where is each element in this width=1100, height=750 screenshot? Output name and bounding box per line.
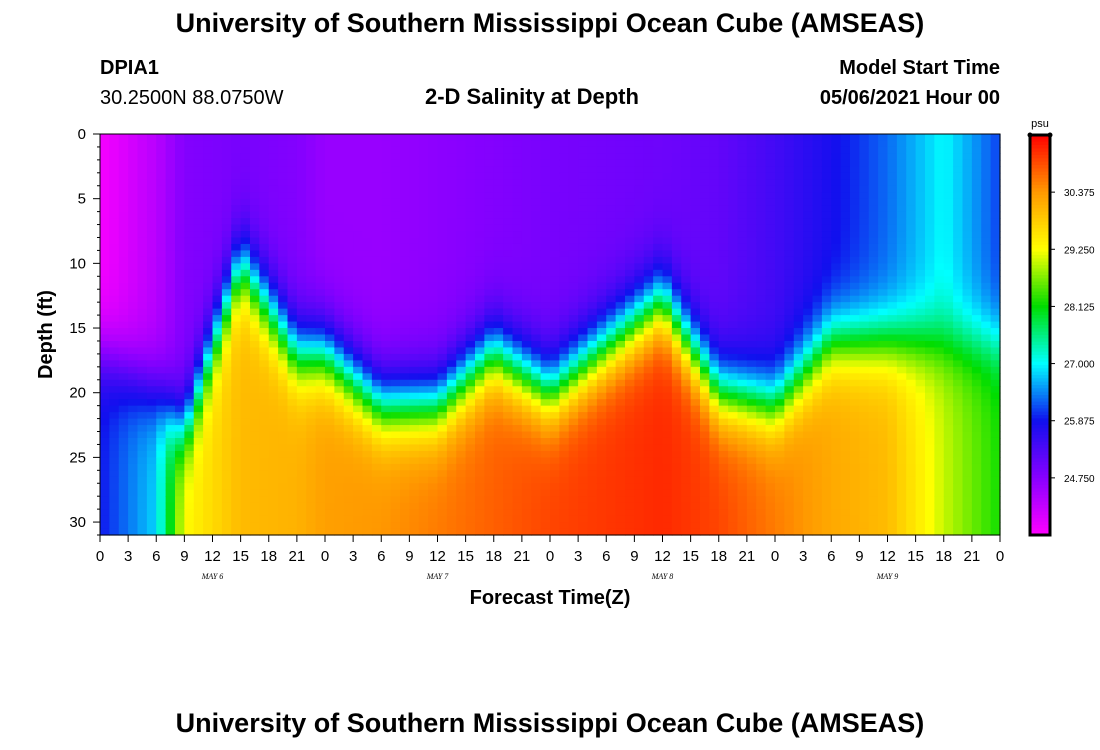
x-tick-label: 6 (152, 548, 160, 565)
y-tick-label: 25 (69, 449, 86, 466)
day-label: MAY 9 (876, 572, 899, 581)
x-tick-label: 12 (879, 548, 896, 565)
x-tick-label: 15 (682, 548, 699, 565)
page-title-bottom: University of Southern Mississippi Ocean… (175, 708, 925, 738)
colorbar-tick-label: 29.250 (1064, 245, 1095, 256)
colorbar-tick-label: 27.000 (1064, 360, 1095, 371)
colorbar-tick-label: 30.375 (1064, 188, 1095, 199)
x-tick-label: 3 (349, 548, 357, 565)
day-label: MAY 7 (426, 572, 450, 581)
x-tick-label: 0 (321, 548, 329, 565)
x-tick-label: 6 (377, 548, 385, 565)
page-title-top: University of Southern Mississippi Ocean… (175, 8, 925, 38)
x-tick-label: 18 (935, 548, 952, 565)
x-tick-label: 15 (457, 548, 474, 565)
y-tick-label: 0 (78, 126, 86, 143)
x-tick-label: 18 (485, 548, 502, 565)
x-tick-label: 0 (96, 548, 104, 565)
colorbar-gradient (1030, 135, 1050, 536)
model-start-value: 05/06/2021 Hour 00 (819, 87, 1000, 109)
x-tick-label: 3 (124, 548, 132, 565)
colorbar-tick-label: 28.125 (1064, 302, 1095, 313)
x-tick-label: 12 (204, 548, 221, 565)
x-tick-label: 21 (289, 548, 306, 565)
x-tick-label: 3 (574, 548, 582, 565)
plot-title: 2-D Salinity at Depth (425, 84, 639, 109)
x-tick-label: 3 (799, 548, 807, 565)
x-tick-label: 18 (710, 548, 727, 565)
x-tick-label: 21 (964, 548, 981, 565)
x-tick-label: 6 (602, 548, 610, 565)
x-tick-label: 18 (260, 548, 277, 565)
y-tick-label: 20 (69, 385, 86, 402)
y-tick-label: 5 (78, 191, 86, 208)
y-tick-label: 15 (69, 320, 86, 337)
colorbar-tick-label: 25.875 (1064, 417, 1095, 428)
x-tick-label: 9 (405, 548, 413, 565)
x-tick-label: 15 (232, 548, 249, 565)
y-tick-label: 30 (69, 514, 86, 531)
colorbar-frame (1028, 133, 1052, 537)
colorbar-tick-label: 24.750 (1064, 474, 1095, 485)
colorbar-unit: psu (1031, 118, 1049, 130)
day-label: MAY 8 (651, 572, 674, 581)
x-tick-label: 21 (739, 548, 756, 565)
station-id: DPIA1 (100, 57, 159, 79)
x-tick-label: 15 (907, 548, 924, 565)
x-tick-label: 0 (546, 548, 554, 565)
x-tick-label: 9 (180, 548, 188, 565)
x-tick-label: 0 (996, 548, 1004, 565)
heatmap-field (100, 134, 1001, 536)
station-coords: 30.2500N 88.0750W (100, 87, 284, 109)
x-tick-label: 21 (514, 548, 531, 565)
x-tick-label: 12 (429, 548, 446, 565)
x-tick-label: 6 (827, 548, 835, 565)
day-label: MAY 6 (201, 572, 224, 581)
y-tick-label: 10 (69, 255, 86, 272)
x-tick-label: 9 (855, 548, 863, 565)
x-tick-label: 12 (654, 548, 671, 565)
colorbar-corner (1027, 132, 1033, 138)
x-tick-label: 0 (771, 548, 779, 565)
colorbar-corner (1047, 132, 1053, 138)
x-tick-label: 9 (630, 548, 638, 565)
y-axis-label: Depth (ft) (35, 290, 57, 379)
x-axis-label: Forecast Time(Z) (470, 587, 631, 609)
model-start-label: Model Start Time (839, 57, 1000, 79)
